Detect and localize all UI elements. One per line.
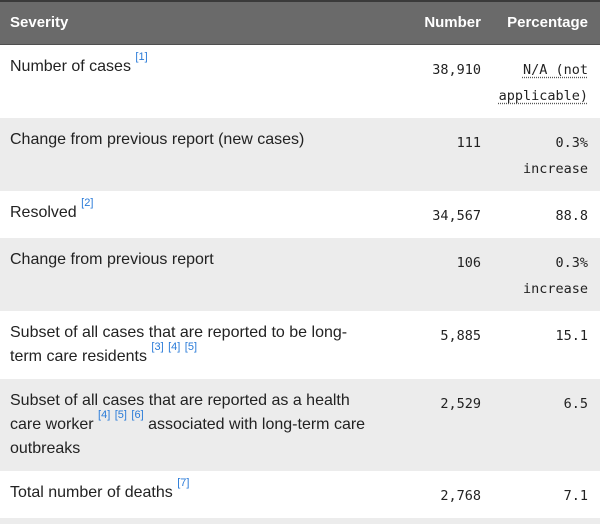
reference-link[interactable]: [5]: [184, 340, 197, 353]
table-row: Subset of all cases that are reported as…: [0, 379, 600, 471]
column-header-percentage: Percentage: [483, 1, 600, 45]
reference-link[interactable]: [1]: [135, 50, 148, 63]
severity-cell: Subset of all cases that are reported as…: [10, 392, 366, 457]
table-row: Change from previous report (new cases) 1…: [0, 118, 600, 191]
percentage-cell: 6.5: [563, 396, 588, 412]
severity-cell: Change from previous report: [10, 251, 214, 268]
table-row: Number of cases [1] 38,910 N/A (not applic…: [0, 44, 600, 119]
number-cell: 106: [456, 255, 481, 271]
table-row: Subset of all cases that are reported to…: [0, 311, 600, 379]
filler-cell: [483, 518, 600, 524]
number-cell: 5,885: [440, 328, 481, 344]
table-row: Resolved [2] 34,567 88.8: [0, 191, 600, 238]
number-cell: 2,768: [440, 488, 481, 504]
column-header-number: Number: [387, 1, 483, 45]
table-row: Change from previous report 106 0.3% incre…: [0, 238, 600, 311]
table-row: Total number of deaths [7] 2,768 7.1: [0, 471, 600, 518]
reference-link[interactable]: [3]: [151, 340, 164, 353]
reference-link[interactable]: [2]: [81, 196, 94, 209]
filler-cell: [387, 518, 483, 524]
table-header: Severity Number Percentage: [0, 1, 600, 45]
percentage-cell: N/A (not applicable): [483, 45, 600, 119]
not-applicable-abbr: N/A (not applicable): [498, 62, 588, 104]
header-row: Severity Number Percentage: [0, 1, 600, 45]
percentage-cell: 15.1: [555, 328, 588, 344]
table-row-partial: [0, 518, 600, 524]
number-cell: 2,529: [440, 396, 481, 412]
severity-cell: Total number of deaths [7]: [10, 476, 190, 501]
percentage-cell: 0.3% increase: [522, 135, 588, 177]
reference-link[interactable]: [4]: [168, 340, 181, 353]
severity-cell: Subset of all cases that are reported to…: [10, 324, 348, 365]
severity-cell: Resolved [2]: [10, 196, 94, 221]
percentage-cell: 88.8: [555, 208, 588, 224]
filler-cell: [0, 518, 387, 524]
percentage-cell: 0.3% increase: [522, 255, 588, 297]
reference-link[interactable]: [5]: [114, 408, 127, 421]
number-cell: 34,567: [432, 208, 481, 224]
reference-link[interactable]: [4]: [98, 408, 111, 421]
severity-cell: Number of cases [1]: [10, 50, 148, 75]
column-header-severity: Severity: [0, 1, 387, 45]
reference-link[interactable]: [7]: [177, 476, 190, 489]
table-body: Number of cases [1] 38,910 N/A (not applic…: [0, 44, 600, 524]
percentage-cell: 7.1: [563, 488, 588, 504]
severity-cell: Change from previous report (new cases): [10, 131, 305, 148]
reference-link[interactable]: [6]: [131, 408, 144, 421]
number-cell: 38,910: [432, 62, 481, 78]
number-cell: 111: [456, 135, 481, 151]
